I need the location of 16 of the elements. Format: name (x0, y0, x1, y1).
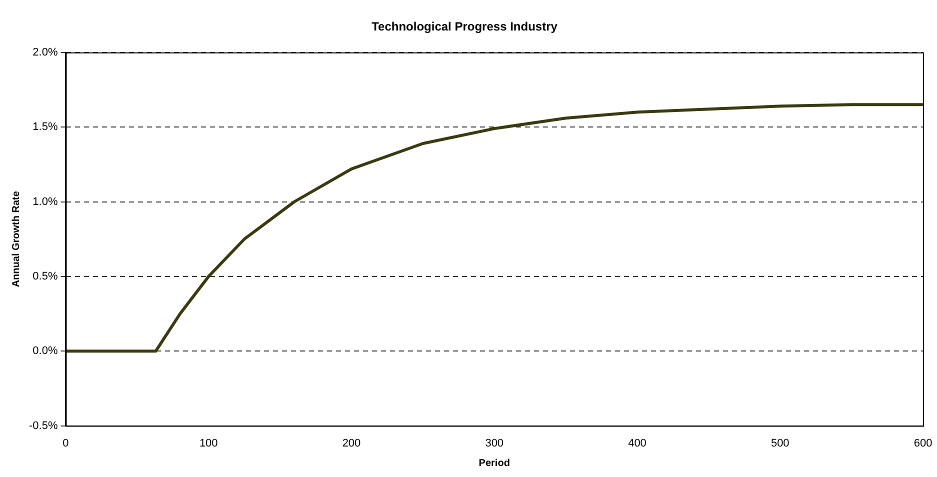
x-tick-label: 500 (770, 437, 790, 450)
y-axis-title: Annual Growth Rate (10, 190, 22, 288)
x-tick-label: 400 (628, 437, 646, 450)
x-tick-label: 200 (342, 437, 361, 450)
x-tick-label: 100 (199, 437, 218, 450)
x-tick-label: 300 (485, 437, 504, 450)
y-tick-label: -0.5% (28, 420, 58, 432)
x-axis-title: Period (478, 458, 510, 469)
y-tick-label: 1.0% (32, 196, 58, 208)
y-tick-label: 1.5% (32, 121, 58, 134)
x-tick-label: 0 (62, 437, 69, 450)
y-tick-label: 0.0% (32, 345, 58, 358)
chart-title: Technological Progress Industry (372, 20, 558, 34)
y-tick-label: 0.5% (32, 270, 58, 282)
x-tick-label: 600 (914, 437, 932, 450)
y-tick-label: 2.0% (32, 46, 58, 58)
